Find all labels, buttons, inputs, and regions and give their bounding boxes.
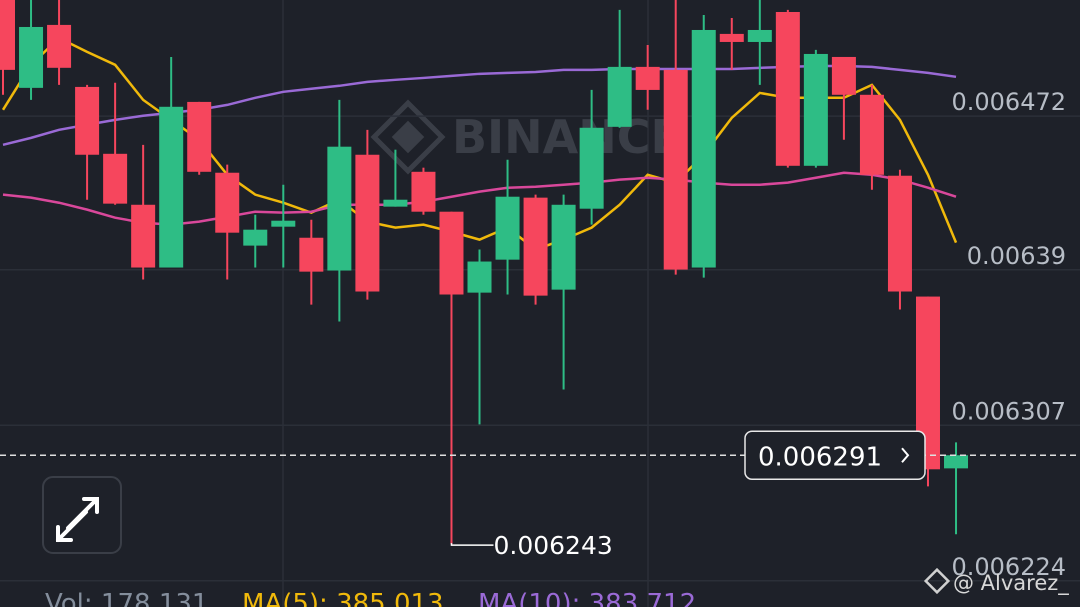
watermark-text: BINANCE: [452, 110, 682, 164]
y-tick-label: 0.00639: [967, 242, 1066, 270]
candle-body: [75, 86, 100, 155]
candle-body: [635, 66, 660, 90]
candle-body: [19, 26, 44, 88]
candle-body: [383, 199, 408, 207]
last-price-label[interactable]: 0.006291: [758, 442, 882, 472]
volume-stat: Vol: 178,131: [45, 589, 208, 607]
candle-body: [271, 220, 296, 227]
candle-body: [215, 172, 240, 233]
y-tick-label: 0.006307: [951, 397, 1066, 425]
watermark: BINANCE: [370, 99, 682, 175]
candle-body: [495, 196, 520, 260]
candle-body: [803, 53, 828, 166]
candle-body: [691, 29, 716, 268]
candle-body: [131, 204, 156, 268]
candle-body: [663, 69, 688, 270]
candle-body: [607, 66, 632, 127]
candle-body: [159, 106, 184, 268]
candle-body: [579, 127, 604, 209]
candle-body: [887, 175, 912, 292]
candle-body: [719, 33, 744, 42]
candle-body: [355, 154, 380, 292]
candle-body: [831, 56, 856, 95]
watermark-logo: [370, 99, 446, 175]
candle-body: [551, 204, 576, 290]
candle-body: [0, 0, 15, 70]
candle-body: [944, 455, 969, 469]
low-marker-line: [450, 543, 494, 546]
candle-body: [47, 24, 72, 68]
candle-body: [747, 29, 772, 42]
credit-logo: [923, 567, 951, 595]
candle-body: [439, 211, 464, 295]
y-tick-label: 0.006472: [951, 88, 1066, 116]
expand-icon[interactable]: [56, 497, 99, 542]
credit: @ Alvarez_: [923, 567, 1069, 596]
candle-body: [467, 261, 492, 293]
last-price-box[interactable]: [744, 430, 926, 480]
candle-body: [411, 171, 436, 212]
candle-body: [327, 146, 352, 271]
last-price-chevron[interactable]: [901, 447, 910, 463]
candle-body: [299, 237, 324, 272]
candle-body: [523, 197, 548, 296]
credit-text: @ Alvarez_: [953, 571, 1069, 596]
candle-body: [775, 11, 800, 166]
volume-stat: MA(5): 385,013: [242, 589, 444, 607]
candle-body: [187, 101, 212, 172]
candle-body: [243, 229, 268, 246]
volume-stat: MA(10): 383,712: [478, 589, 696, 607]
low-marker-label: 0.006243: [493, 531, 612, 560]
y-tick-label: 0.006224: [951, 553, 1066, 581]
expand-button[interactable]: [42, 476, 122, 554]
candle-body: [859, 94, 884, 175]
candle-body: [103, 153, 128, 204]
